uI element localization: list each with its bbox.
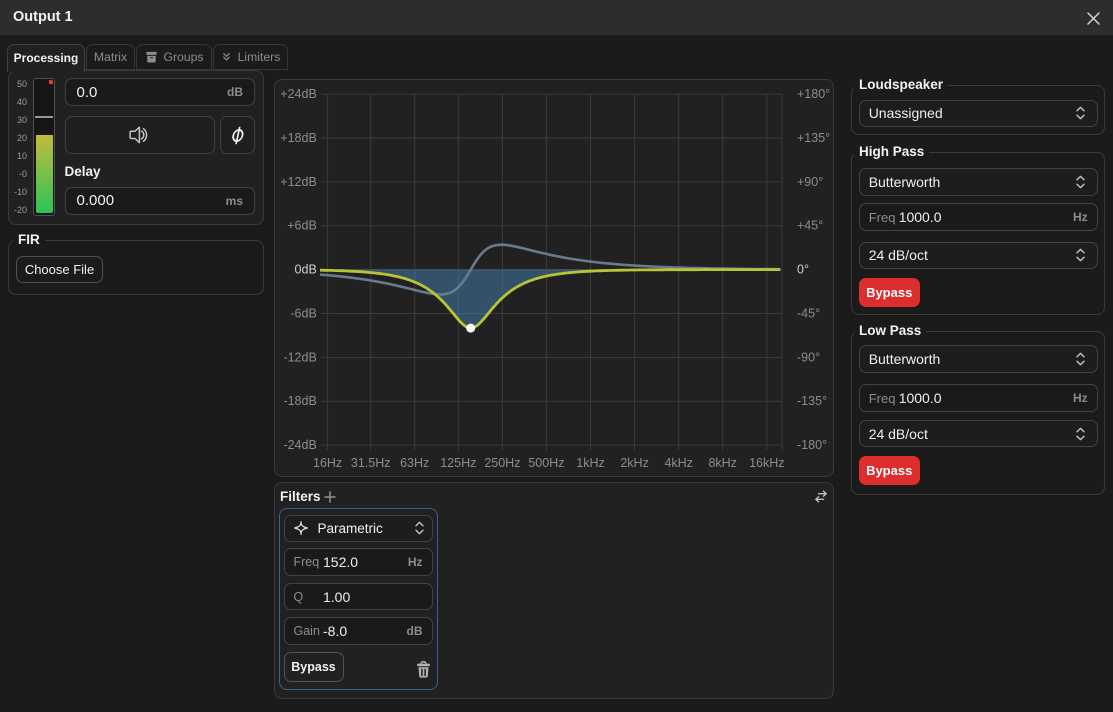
svg-text:+24dB: +24dB — [280, 87, 317, 101]
svg-text:+135°: +135° — [797, 131, 830, 145]
svg-text:+18dB: +18dB — [280, 131, 317, 145]
svg-text:-135°: -135° — [797, 394, 827, 408]
svg-text:1kHz: 1kHz — [576, 456, 604, 470]
svg-text:-18dB: -18dB — [283, 394, 316, 408]
svg-text:16Hz: 16Hz — [313, 456, 342, 470]
svg-text:500Hz: 500Hz — [528, 456, 564, 470]
svg-text:250Hz: 250Hz — [484, 456, 520, 470]
svg-text:31.5Hz: 31.5Hz — [351, 456, 391, 470]
svg-text:4kHz: 4kHz — [664, 456, 692, 470]
svg-text:+12dB: +12dB — [280, 174, 317, 188]
svg-text:+90°: +90° — [797, 174, 823, 188]
svg-text:63Hz: 63Hz — [400, 456, 429, 470]
svg-text:0dB: 0dB — [295, 262, 317, 276]
svg-text:+180°: +180° — [797, 87, 830, 101]
svg-text:2kHz: 2kHz — [620, 456, 648, 470]
svg-text:-90°: -90° — [797, 350, 820, 364]
svg-text:-45°: -45° — [797, 306, 820, 320]
svg-text:-24dB: -24dB — [283, 438, 316, 452]
svg-text:0°: 0° — [797, 262, 809, 276]
svg-text:+6dB: +6dB — [287, 218, 317, 232]
svg-text:+45°: +45° — [797, 218, 823, 232]
svg-text:125Hz: 125Hz — [440, 456, 476, 470]
svg-text:-180°: -180° — [797, 438, 827, 452]
svg-text:8kHz: 8kHz — [708, 456, 736, 470]
svg-text:16kHz: 16kHz — [749, 456, 784, 470]
svg-text:-12dB: -12dB — [283, 350, 316, 364]
svg-text:-6dB: -6dB — [290, 306, 316, 320]
